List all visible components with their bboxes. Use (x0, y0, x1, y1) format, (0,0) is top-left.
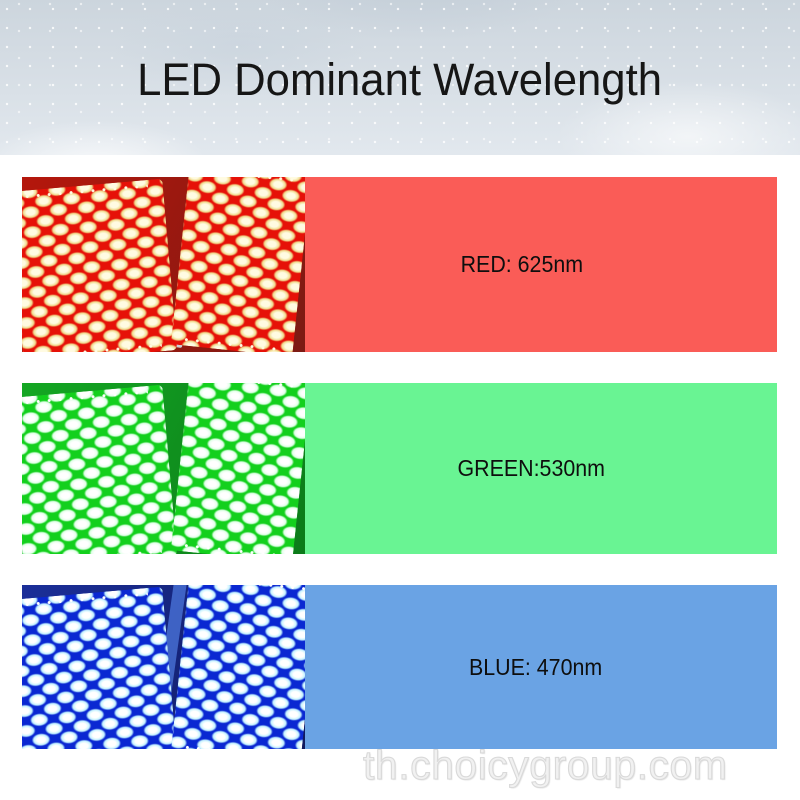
green-row: GREEN:530nm (22, 383, 777, 554)
blue-row: BLUE: 470nm (22, 585, 777, 749)
led-panel-left (22, 178, 178, 352)
blue-wavelength-label: BLUE: 470nm (469, 653, 603, 680)
led-panel-right (170, 585, 305, 749)
page-title: LED Dominant Wavelength (137, 53, 663, 105)
green-led-panel-photo (22, 383, 305, 554)
watermark-text: th.choicygroup.com (362, 741, 728, 788)
led-panel-right (170, 177, 305, 352)
green-wavelength-band: GREEN:530nm (305, 383, 777, 554)
red-wavelength-band: RED: 625nm (305, 177, 777, 352)
title-banner: LED Dominant Wavelength (0, 0, 800, 155)
red-wavelength-label: RED: 625nm (460, 251, 584, 277)
led-panel-left (22, 586, 178, 749)
led-panel-left (22, 384, 178, 554)
red-row: RED: 625nm (22, 177, 777, 352)
green-wavelength-label: GREEN:530nm (457, 455, 605, 481)
led-panel-right (170, 383, 305, 554)
red-led-panel-photo (22, 177, 305, 352)
blue-led-panel-photo (22, 585, 305, 749)
blue-wavelength-band: BLUE: 470nm (305, 585, 777, 749)
